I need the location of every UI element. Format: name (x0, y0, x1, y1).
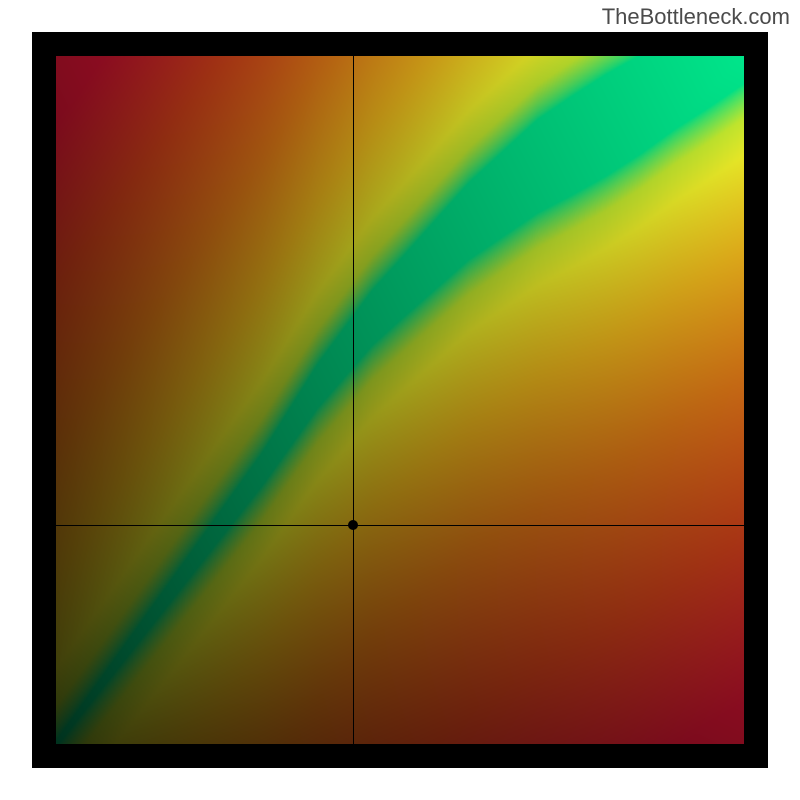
chart-frame (32, 32, 768, 768)
heatmap-plot (56, 56, 744, 744)
attribution-text: TheBottleneck.com (602, 4, 790, 30)
heatmap-canvas (56, 56, 744, 744)
